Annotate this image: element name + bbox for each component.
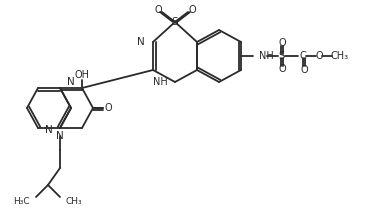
Text: NH: NH	[153, 77, 168, 87]
Text: O: O	[300, 65, 308, 75]
Text: S: S	[172, 17, 178, 27]
Text: CH₃: CH₃	[331, 51, 349, 61]
Text: O: O	[315, 51, 323, 61]
Text: NH: NH	[259, 51, 274, 61]
Text: S: S	[278, 51, 284, 61]
Text: N: N	[45, 125, 53, 135]
Text: O: O	[278, 38, 286, 48]
Text: O: O	[188, 5, 196, 15]
Text: N: N	[56, 131, 64, 141]
Text: OH: OH	[75, 70, 89, 80]
Text: C: C	[300, 51, 307, 61]
Text: O: O	[278, 64, 286, 74]
Text: O: O	[104, 103, 112, 113]
Text: N: N	[67, 77, 75, 87]
Text: O: O	[154, 5, 162, 15]
Text: N: N	[137, 37, 145, 47]
Text: CH₃: CH₃	[65, 198, 82, 207]
Text: H₃C: H₃C	[14, 198, 30, 207]
